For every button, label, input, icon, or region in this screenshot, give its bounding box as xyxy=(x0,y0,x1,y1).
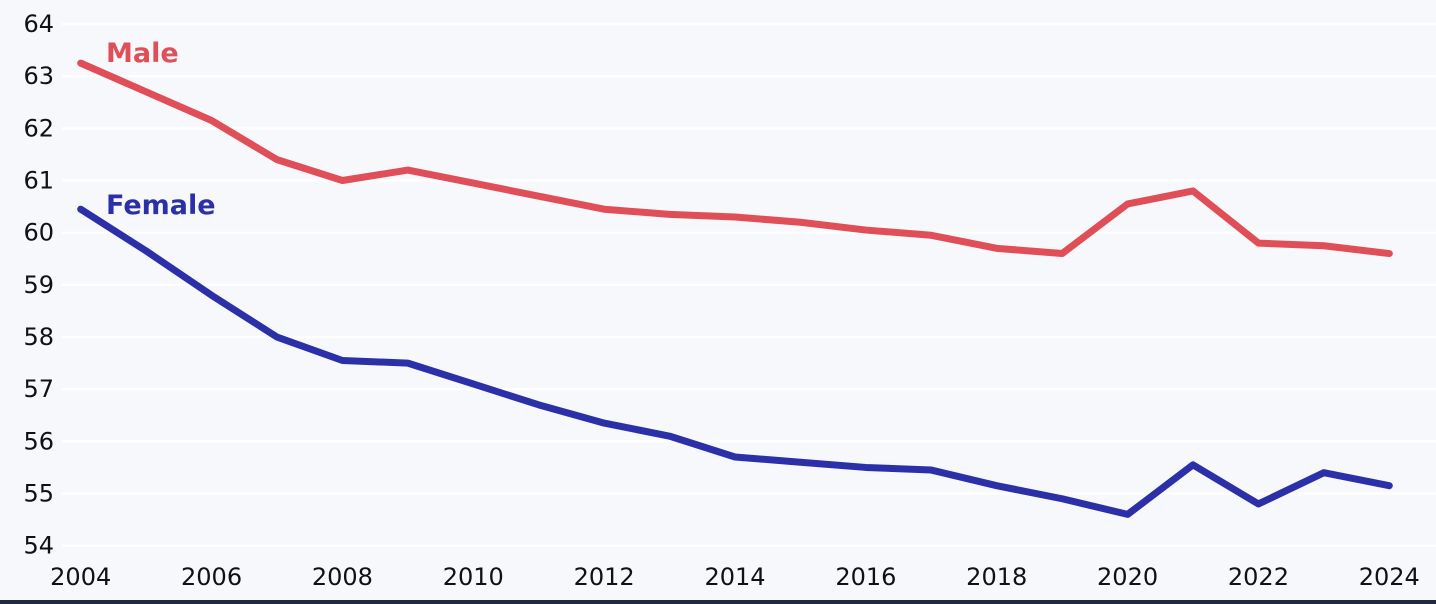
x-axis-tick-label: 2008 xyxy=(312,563,373,591)
y-axis-tick-label: 58 xyxy=(23,323,54,351)
female-line-series xyxy=(77,205,1393,518)
x-axis-tick-label: 2004 xyxy=(50,563,111,591)
female-series-label: Female xyxy=(106,190,216,221)
x-axis-tick-label: 2012 xyxy=(574,563,635,591)
male-line-series xyxy=(77,59,1393,258)
footer-bar xyxy=(0,600,1436,604)
y-axis-tick-label: 64 xyxy=(23,10,54,38)
y-axis-tick-label: 55 xyxy=(23,480,54,508)
y-axis-tick-label: 62 xyxy=(23,114,54,142)
y-axis-tick-label: 61 xyxy=(23,167,54,195)
x-axis-tick-label: 2006 xyxy=(181,563,242,591)
y-axis-tick-label: 56 xyxy=(23,427,54,455)
y-axis-tick-label: 57 xyxy=(23,375,54,403)
male-series-label: Male xyxy=(106,38,179,69)
x-axis-tick-label: 2024 xyxy=(1359,563,1420,591)
y-axis-tick-label: 59 xyxy=(23,271,54,299)
x-axis-tick-label: 2016 xyxy=(835,563,896,591)
x-axis-tick-label: 2010 xyxy=(443,563,504,591)
x-axis-tick-label: 2018 xyxy=(966,563,1027,591)
x-axis-tick-label: 2014 xyxy=(704,563,765,591)
y-axis-tick-label: 63 xyxy=(23,62,54,90)
x-axis-tick-label: 2022 xyxy=(1228,563,1289,591)
x-axis-tick-label: 2020 xyxy=(1097,563,1158,591)
y-axis-tick-label: 54 xyxy=(23,532,54,560)
y-axis-tick-label: 60 xyxy=(23,219,54,247)
